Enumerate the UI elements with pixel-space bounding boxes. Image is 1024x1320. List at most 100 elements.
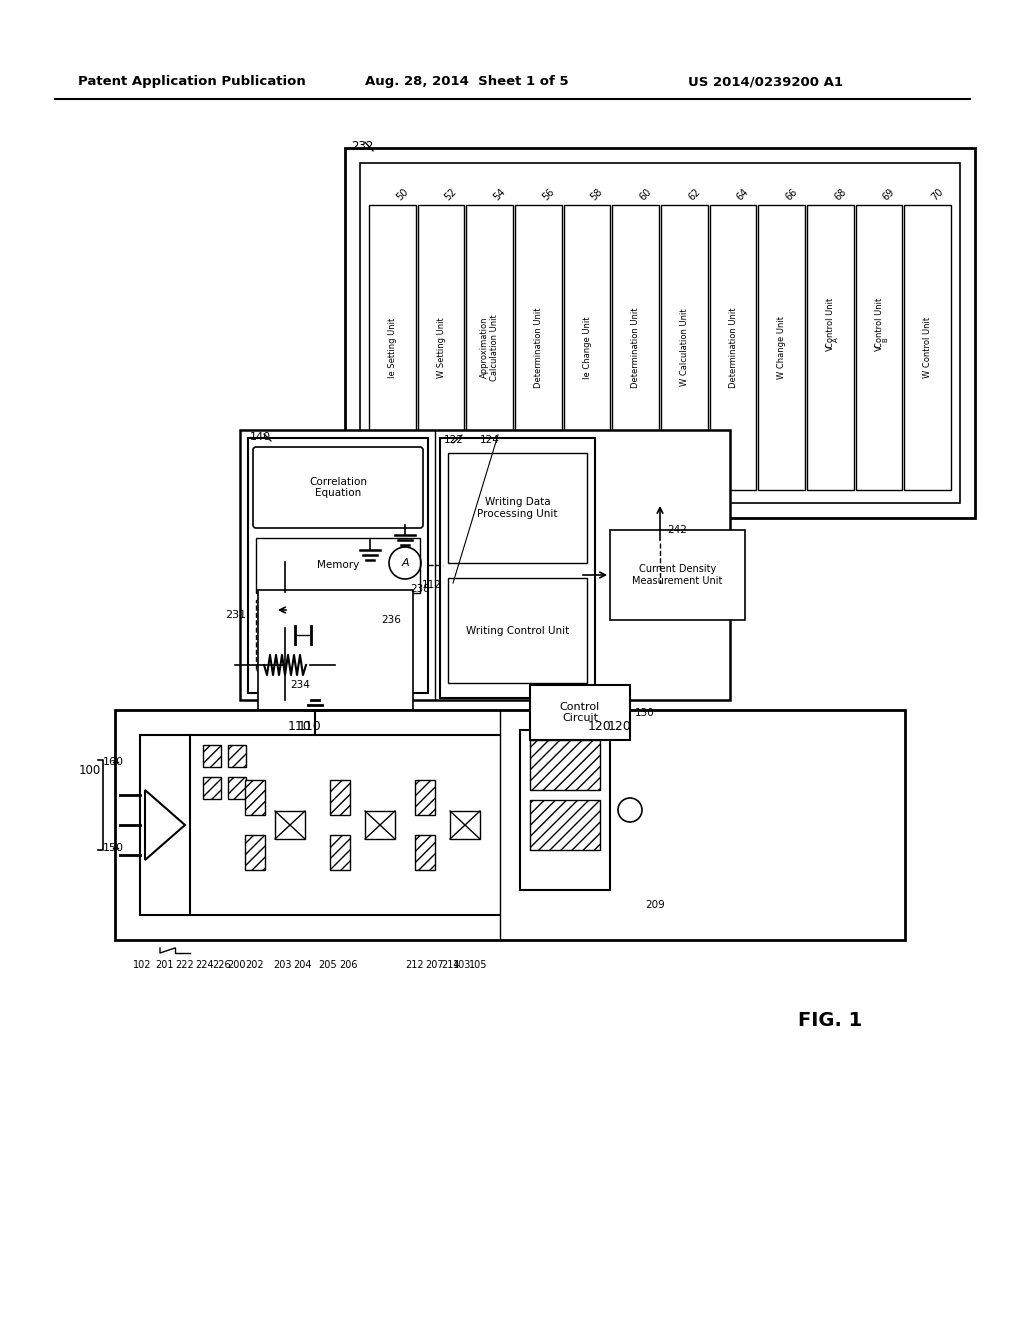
Bar (245, 836, 265, 870)
Text: 112: 112 (422, 579, 442, 590)
Text: 68: 68 (833, 186, 848, 202)
Bar (515, 205, 562, 490)
Bar (418, 205, 464, 490)
Bar (228, 777, 246, 799)
Bar (256, 539, 420, 593)
Text: 234: 234 (290, 680, 310, 690)
Text: 214: 214 (440, 960, 459, 970)
Polygon shape (145, 789, 185, 861)
FancyBboxPatch shape (253, 447, 423, 528)
Text: V: V (874, 345, 884, 351)
Text: 209: 209 (645, 900, 665, 909)
Bar (203, 744, 221, 767)
Text: 52: 52 (443, 186, 459, 202)
Text: Approximation
Calculation Unit: Approximation Calculation Unit (480, 314, 500, 381)
Bar (856, 205, 902, 490)
Text: Correlation
Equation: Correlation Equation (309, 477, 367, 498)
Text: Memory: Memory (316, 561, 359, 570)
Bar (345, 148, 975, 517)
Bar (203, 777, 221, 799)
Text: W Change Unit: W Change Unit (777, 315, 786, 379)
Text: 226: 226 (213, 960, 231, 970)
Bar (240, 430, 730, 700)
Text: Writing Data
Processing Unit: Writing Data Processing Unit (477, 498, 558, 519)
Bar (248, 438, 428, 693)
Text: Aug. 28, 2014  Sheet 1 of 5: Aug. 28, 2014 Sheet 1 of 5 (365, 75, 568, 88)
Text: Determination Unit: Determination Unit (534, 308, 543, 388)
Bar (530, 685, 630, 741)
Text: Determination Unit: Determination Unit (631, 308, 640, 388)
Text: 160: 160 (103, 756, 124, 767)
Text: A: A (834, 337, 840, 342)
Text: 130: 130 (635, 708, 654, 718)
Bar (530, 741, 600, 789)
Text: 200: 200 (227, 960, 246, 970)
Text: W Control Unit: W Control Unit (924, 317, 932, 378)
Bar (275, 810, 305, 840)
Text: 100: 100 (79, 763, 101, 776)
Text: 205: 205 (318, 960, 337, 970)
Text: W Calculation Unit: W Calculation Unit (680, 309, 689, 387)
Text: 66: 66 (783, 186, 800, 202)
Text: 58: 58 (589, 186, 605, 202)
Text: 236: 236 (381, 615, 400, 624)
Text: US 2014/0239200 A1: US 2014/0239200 A1 (688, 75, 843, 88)
Text: 56: 56 (541, 186, 556, 202)
Bar (140, 735, 190, 915)
Bar (904, 205, 951, 490)
Text: 50: 50 (394, 186, 411, 202)
Text: 120: 120 (608, 719, 632, 733)
Text: Control
Circuit: Control Circuit (560, 702, 600, 723)
Text: 212: 212 (406, 960, 424, 970)
Text: Ie Setting Unit: Ie Setting Unit (388, 317, 397, 378)
Bar (360, 162, 961, 503)
Bar (759, 205, 805, 490)
Bar (662, 205, 708, 490)
Bar (612, 205, 659, 490)
Bar (369, 205, 416, 490)
Text: 105: 105 (469, 960, 487, 970)
Text: 70: 70 (930, 186, 945, 202)
Bar (330, 836, 350, 870)
Bar (440, 438, 595, 698)
Text: 231: 231 (225, 610, 246, 620)
Text: 201: 201 (155, 960, 173, 970)
Bar (415, 836, 435, 870)
Text: 224: 224 (196, 960, 214, 970)
Text: 124: 124 (480, 436, 500, 445)
Bar (610, 531, 745, 620)
Text: 110: 110 (288, 719, 312, 733)
Bar (449, 578, 587, 682)
Text: Ie Change Unit: Ie Change Unit (583, 317, 592, 379)
Text: 238: 238 (410, 583, 430, 594)
Text: Determination Unit: Determination Unit (728, 308, 737, 388)
Bar (258, 590, 413, 710)
Text: 122: 122 (444, 436, 464, 445)
Text: Writing Control Unit: Writing Control Unit (466, 626, 569, 635)
Text: Current Density
Measurement Unit: Current Density Measurement Unit (632, 564, 723, 586)
Bar (415, 780, 435, 814)
Bar (245, 780, 265, 814)
Bar (115, 710, 905, 940)
Bar (228, 744, 246, 767)
Text: 102: 102 (133, 960, 152, 970)
Bar (330, 780, 350, 814)
Text: 120: 120 (588, 719, 612, 733)
Text: 62: 62 (686, 186, 702, 202)
Text: 110: 110 (298, 719, 322, 733)
Text: V: V (825, 345, 835, 351)
Bar (365, 810, 395, 840)
Text: 204: 204 (294, 960, 312, 970)
Text: 103: 103 (453, 960, 471, 970)
Bar (520, 730, 610, 890)
Text: Control Unit: Control Unit (825, 297, 835, 347)
Text: FIG. 1: FIG. 1 (798, 1011, 862, 1030)
Bar (449, 453, 587, 564)
Bar (710, 205, 757, 490)
Bar (466, 205, 513, 490)
Bar (563, 205, 610, 490)
Text: 202: 202 (246, 960, 264, 970)
Text: Control Unit: Control Unit (874, 297, 884, 347)
Text: Patent Application Publication: Patent Application Publication (78, 75, 306, 88)
Text: B: B (882, 337, 888, 342)
